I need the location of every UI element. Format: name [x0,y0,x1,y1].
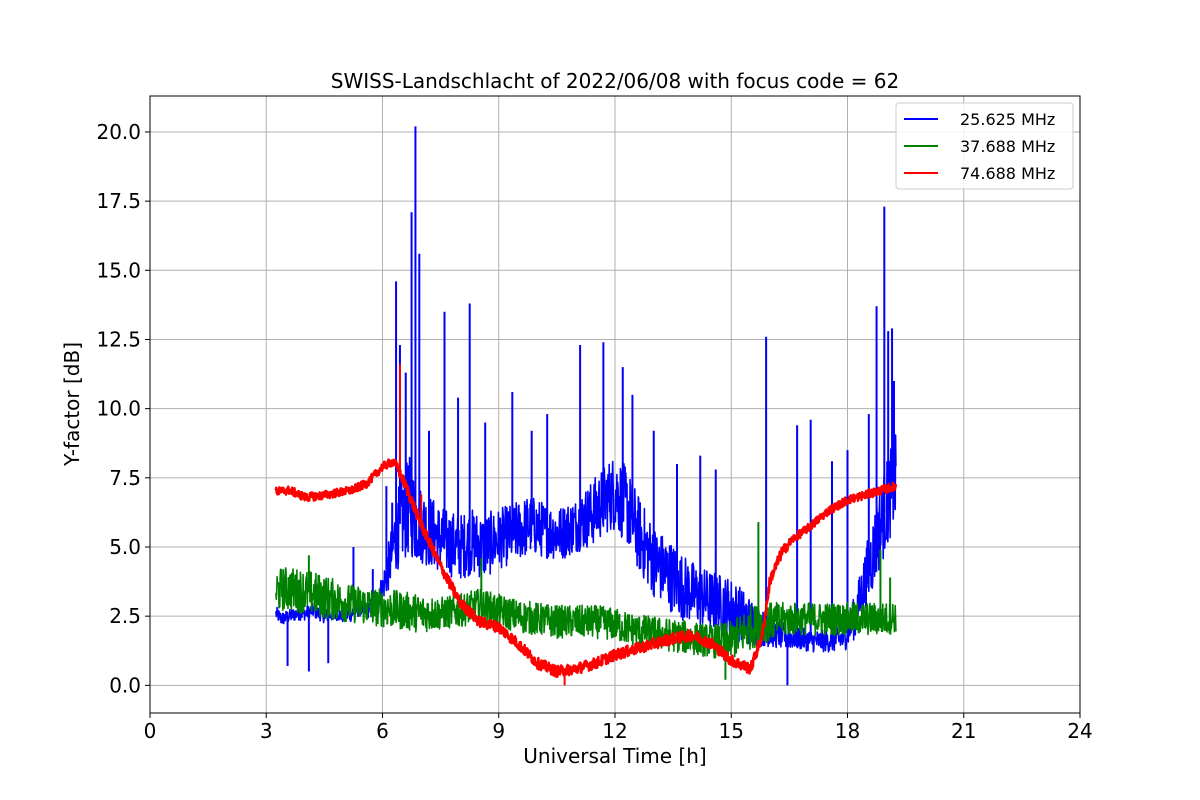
x-tick-label: 21 [951,719,976,743]
legend-label: 25.625 MHz [960,110,1055,129]
legend: 25.625 MHz 37.688 MHz 74.688 MHz [895,102,1074,190]
chart-title: SWISS-Landschlacht of 2022/06/08 with fo… [331,69,899,93]
x-tick-label: 9 [492,719,505,743]
legend-label: 74.688 MHz [960,164,1055,183]
x-tick-label: 0 [144,719,157,743]
axis-ticks: 0 3 6 9 12 15 18 21 24 0.0 2.5 5.0 7.5 10.0 12.5 15.0 17… [96,120,1092,743]
x-tick-label: 3 [260,719,273,743]
y-tick-label: 15.0 [96,258,141,282]
legend-box [895,102,1074,190]
y-tick-label: 5.0 [109,535,141,559]
y-tick-label: 10.0 [96,397,141,421]
x-tick-label: 18 [835,719,860,743]
y-tick-label: 0.0 [109,673,141,697]
y-axis-label: Y-factor [dB] [60,342,84,467]
x-axis-label: Universal Time [h] [523,744,706,768]
y-tick-label: 17.5 [96,189,141,213]
series-line [275,567,897,659]
legend-label: 37.688 MHz [960,137,1055,156]
y-tick-label: 7.5 [109,466,141,490]
x-tick-label: 24 [1067,719,1092,743]
x-tick-label: 6 [376,719,389,743]
series-line [274,458,898,678]
x-tick-label: 15 [719,719,744,743]
plot-series [274,126,898,686]
y-tick-label: 2.5 [109,604,141,628]
y-tick-label: 20.0 [96,120,141,144]
x-tick-label: 12 [602,719,627,743]
y-tick-label: 12.5 [96,327,141,351]
